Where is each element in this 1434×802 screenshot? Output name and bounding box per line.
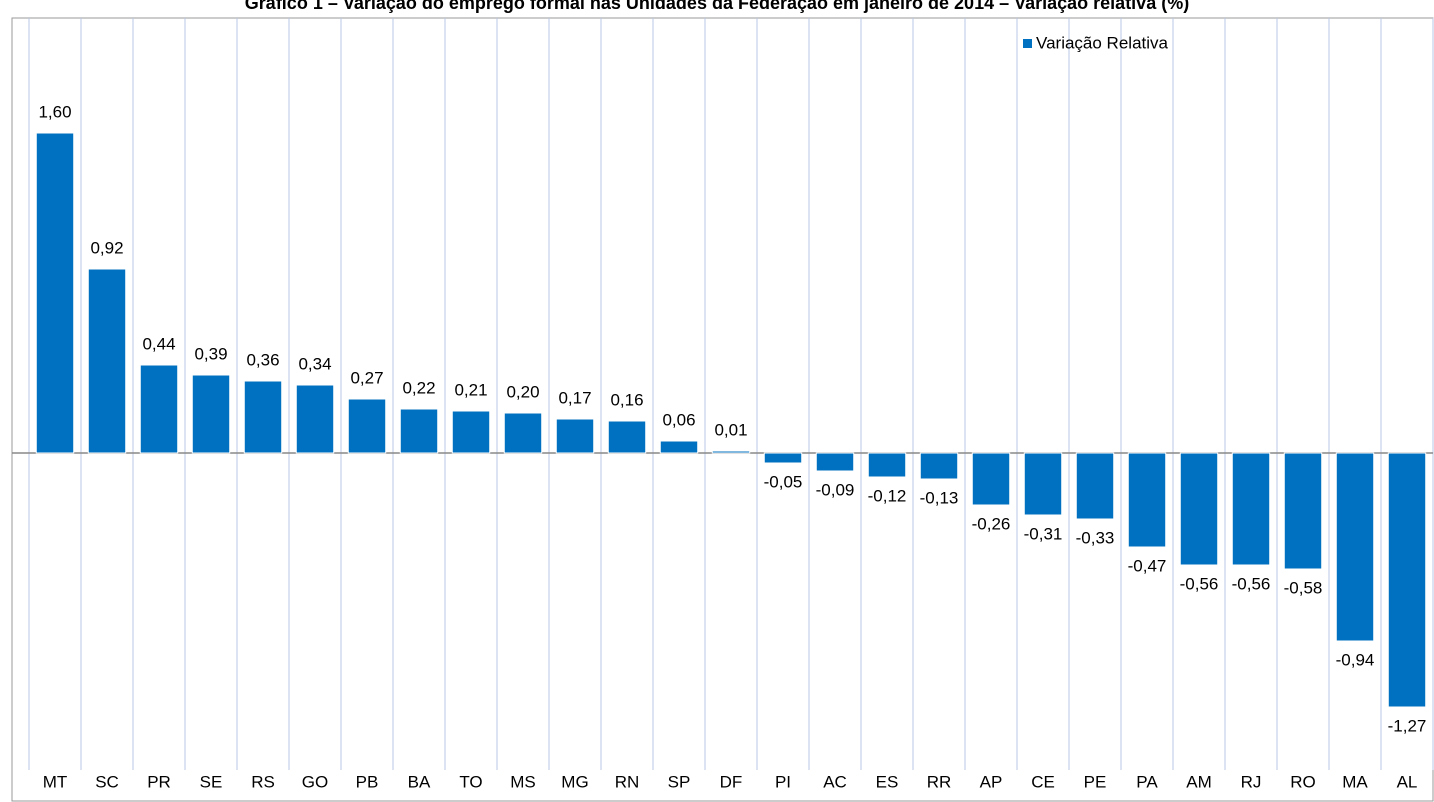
value-label: 0,21 (454, 380, 487, 399)
x-tick-label: RJ (1241, 772, 1262, 791)
value-label: -0,58 (1284, 578, 1323, 597)
value-label: 0,16 (610, 390, 643, 409)
x-tick-label: GO (302, 772, 328, 791)
x-tick-label: CE (1031, 772, 1055, 791)
bar (555, 418, 595, 454)
x-tick-label: DF (720, 772, 743, 791)
value-label: 0,36 (246, 350, 279, 369)
legend-label: Variação Relativa (1036, 33, 1169, 52)
bar (607, 420, 647, 454)
bar (451, 410, 491, 454)
bar (87, 268, 127, 454)
x-tick-label: TO (459, 772, 482, 791)
x-tick-label: RO (1290, 772, 1316, 791)
x-tick-label: SE (200, 772, 223, 791)
bar (919, 452, 959, 480)
value-label: 0,17 (558, 388, 591, 407)
bar (191, 374, 231, 454)
value-label: 0,20 (506, 382, 539, 401)
bar (815, 452, 855, 472)
bar (867, 452, 907, 478)
x-tick-label: ES (876, 772, 899, 791)
x-tick-label: PI (775, 772, 791, 791)
x-tick-label: RS (251, 772, 275, 791)
bar (1179, 452, 1219, 566)
value-label: -0,13 (920, 488, 959, 507)
value-label: 1,60 (38, 102, 71, 121)
x-tick-label: SP (668, 772, 691, 791)
legend-swatch (1023, 39, 1032, 48)
x-tick-label: AC (823, 772, 847, 791)
value-label: -0,33 (1076, 528, 1115, 547)
x-tick-label: AL (1397, 772, 1418, 791)
chart-title: Gráfico 1 – Variação do emprego formal n… (245, 0, 1189, 13)
bar (1023, 452, 1063, 516)
bar (1075, 452, 1115, 520)
bar (763, 452, 803, 464)
value-label: 0,06 (662, 410, 695, 429)
bar (1231, 452, 1271, 566)
bar (347, 398, 387, 454)
x-tick-label: PB (356, 772, 379, 791)
x-tick-label: BA (408, 772, 431, 791)
value-label: -0,05 (764, 472, 803, 491)
value-label: 0,01 (714, 420, 747, 439)
bar (503, 412, 543, 454)
x-tick-label: MS (510, 772, 536, 791)
bar (659, 440, 699, 454)
value-label: 0,44 (142, 334, 175, 353)
bar (711, 450, 751, 454)
bar (1387, 452, 1427, 708)
bar (971, 452, 1011, 506)
value-label: -0,56 (1232, 574, 1271, 593)
value-label: -0,47 (1128, 556, 1167, 575)
x-tick-label: PR (147, 772, 171, 791)
x-tick-label: MA (1342, 772, 1368, 791)
value-label: -0,12 (868, 486, 907, 505)
value-label: -0,94 (1336, 650, 1375, 669)
bar (243, 380, 283, 454)
value-label: 0,27 (350, 368, 383, 387)
value-label: 0,34 (298, 354, 331, 373)
x-tick-label: PE (1084, 772, 1107, 791)
bar (1127, 452, 1167, 548)
value-label: 0,22 (402, 378, 435, 397)
x-tick-label: MG (561, 772, 588, 791)
x-tick-label: SC (95, 772, 119, 791)
bar (35, 132, 75, 454)
x-tick-label: RR (927, 772, 952, 791)
value-label: -0,26 (972, 514, 1011, 533)
value-label: 0,39 (194, 344, 227, 363)
x-tick-label: RN (615, 772, 640, 791)
bar (1283, 452, 1323, 570)
value-label: -0,56 (1180, 574, 1219, 593)
value-label: -0,31 (1024, 524, 1063, 543)
value-label: -0,09 (816, 480, 855, 499)
x-tick-label: MT (43, 772, 68, 791)
value-label: 0,92 (90, 238, 123, 257)
x-tick-label: AP (980, 772, 1003, 791)
bar (139, 364, 179, 454)
value-label: -1,27 (1388, 716, 1427, 735)
bar (295, 384, 335, 454)
x-tick-label: AM (1186, 772, 1212, 791)
bar (1335, 452, 1375, 642)
x-tick-label: PA (1136, 772, 1158, 791)
bar (399, 408, 439, 454)
